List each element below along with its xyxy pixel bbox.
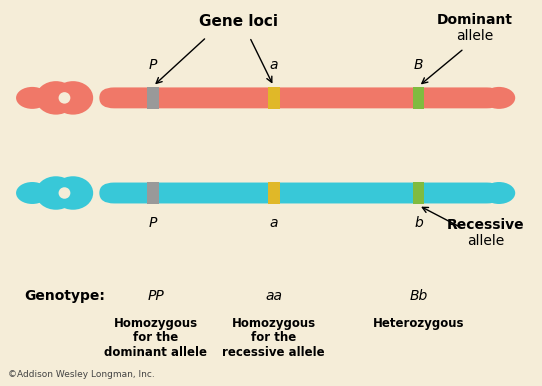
Text: allele: allele xyxy=(456,29,493,43)
Text: Dominant: Dominant xyxy=(437,13,513,27)
Text: Heterozygous: Heterozygous xyxy=(373,317,464,330)
Text: ©Addison Wesley Longman, Inc.: ©Addison Wesley Longman, Inc. xyxy=(8,371,155,379)
FancyBboxPatch shape xyxy=(412,182,424,204)
Text: Homozygous: Homozygous xyxy=(114,317,198,330)
FancyBboxPatch shape xyxy=(99,183,502,203)
Text: a: a xyxy=(269,58,278,71)
Ellipse shape xyxy=(36,81,76,115)
Text: Homozygous: Homozygous xyxy=(231,317,316,330)
Text: aa: aa xyxy=(265,289,282,303)
Text: P: P xyxy=(149,216,157,230)
Ellipse shape xyxy=(59,187,70,199)
Text: B: B xyxy=(414,58,423,71)
Text: Recessive: Recessive xyxy=(447,218,525,232)
FancyBboxPatch shape xyxy=(268,182,280,204)
Text: Bb: Bb xyxy=(409,289,428,303)
FancyBboxPatch shape xyxy=(147,87,159,109)
Ellipse shape xyxy=(53,81,93,115)
Text: PP: PP xyxy=(147,289,164,303)
Text: recessive allele: recessive allele xyxy=(222,345,325,359)
Text: for the: for the xyxy=(251,331,296,344)
Text: allele: allele xyxy=(467,234,504,248)
Ellipse shape xyxy=(36,176,76,210)
Ellipse shape xyxy=(16,182,49,204)
Text: b: b xyxy=(414,216,423,230)
Text: Genotype:: Genotype: xyxy=(24,289,105,303)
Text: dominant allele: dominant allele xyxy=(104,345,207,359)
Ellipse shape xyxy=(16,87,49,109)
Ellipse shape xyxy=(53,176,93,210)
FancyBboxPatch shape xyxy=(99,87,502,108)
Text: a: a xyxy=(269,216,278,230)
FancyBboxPatch shape xyxy=(412,87,424,109)
Text: for the: for the xyxy=(133,331,178,344)
Ellipse shape xyxy=(483,87,515,109)
Text: P: P xyxy=(149,58,157,71)
Ellipse shape xyxy=(483,182,515,204)
Text: Gene loci: Gene loci xyxy=(199,14,278,29)
FancyBboxPatch shape xyxy=(147,182,159,204)
Ellipse shape xyxy=(59,92,70,104)
FancyBboxPatch shape xyxy=(268,87,280,109)
